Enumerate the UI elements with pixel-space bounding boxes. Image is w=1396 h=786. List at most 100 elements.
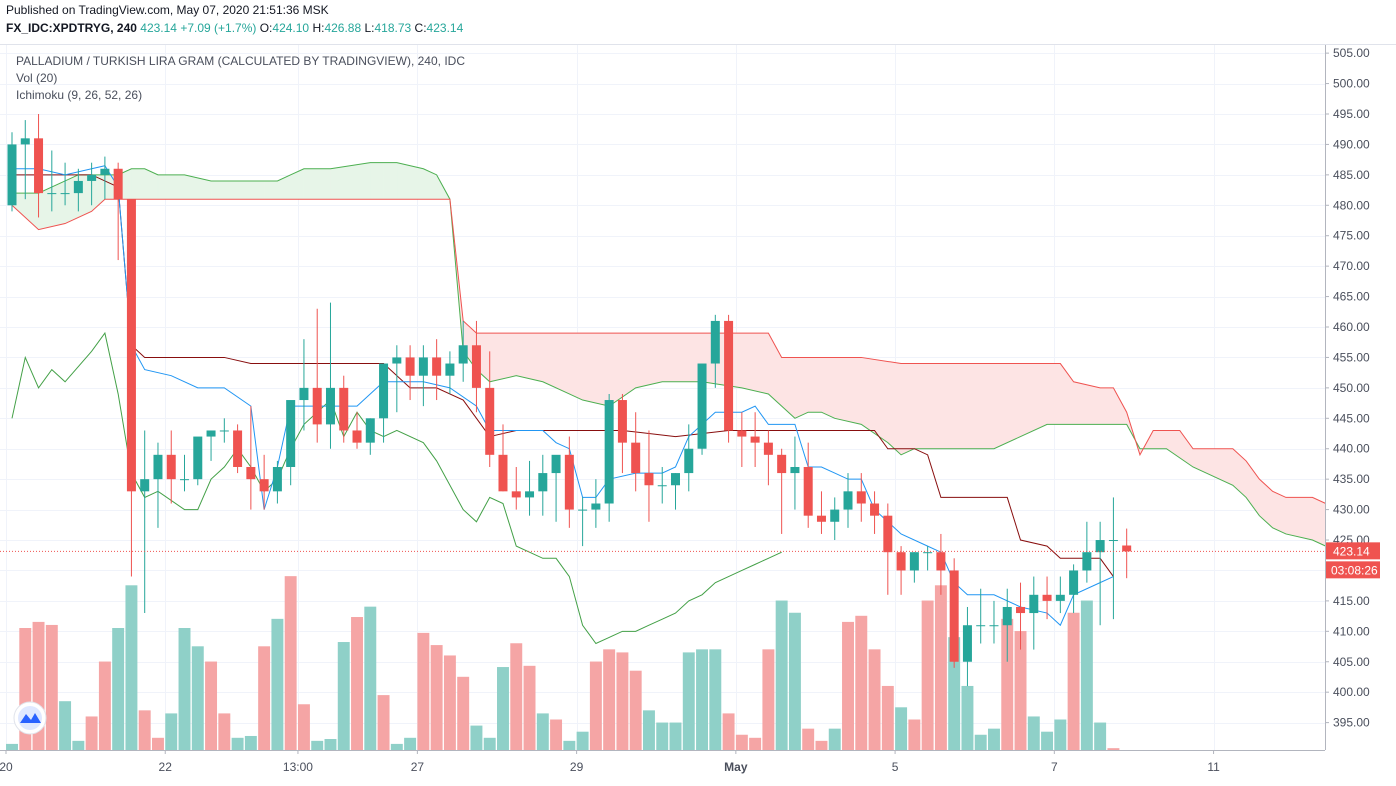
grid bbox=[0, 44, 1325, 750]
candle-body bbox=[34, 138, 44, 194]
volume-bar bbox=[961, 685, 974, 750]
open-label: O: bbox=[259, 21, 273, 35]
price-tick-label: 440.00 bbox=[1333, 442, 1370, 456]
cloud-segment bbox=[290, 168, 305, 200]
candle-body bbox=[564, 454, 574, 510]
cloud-segment bbox=[1192, 448, 1207, 474]
volume-bar bbox=[523, 665, 536, 750]
volume-bar bbox=[112, 628, 125, 750]
open-value: 424.10 bbox=[272, 21, 310, 35]
cloud-segment bbox=[1020, 363, 1048, 437]
volume-bar bbox=[775, 600, 788, 750]
cloud-segment bbox=[914, 363, 942, 449]
volume-bar bbox=[72, 740, 85, 750]
time-tick-label: 29 bbox=[570, 760, 584, 774]
volume-bar bbox=[430, 645, 443, 750]
cloud-segment bbox=[396, 162, 411, 200]
candle-body bbox=[193, 436, 203, 480]
price-tick-label: 450.00 bbox=[1333, 381, 1370, 395]
cloud-segment bbox=[131, 168, 145, 200]
volume-bar bbox=[364, 606, 377, 750]
volume-bar bbox=[324, 739, 337, 750]
price-tick-label: 490.00 bbox=[1333, 137, 1370, 151]
candle-body bbox=[339, 387, 349, 431]
candle-body bbox=[763, 442, 773, 455]
volume-bar bbox=[881, 685, 894, 750]
low-value: 418.73 bbox=[374, 21, 412, 35]
candle-body bbox=[962, 625, 972, 662]
cloud-segment bbox=[821, 357, 835, 419]
volume-bar bbox=[151, 737, 164, 750]
cloud-segment bbox=[1046, 363, 1061, 425]
candle-body bbox=[816, 515, 826, 522]
volume-bar bbox=[815, 740, 828, 750]
volume-bar bbox=[921, 600, 934, 750]
candle-body bbox=[233, 430, 243, 467]
volume-bar bbox=[828, 728, 841, 750]
candle-body bbox=[352, 430, 362, 443]
volume-bar bbox=[244, 735, 257, 750]
candle-body bbox=[445, 363, 455, 376]
volume-bar bbox=[284, 576, 297, 750]
published-caption: Published on TradingView.com, May 07, 20… bbox=[6, 3, 329, 17]
volume-bar bbox=[470, 725, 483, 750]
last-price-badge-text: 423.14 bbox=[1333, 544, 1370, 558]
candle-body bbox=[418, 357, 428, 376]
volume-bar bbox=[709, 649, 722, 750]
candle-body bbox=[896, 552, 906, 571]
candle-body bbox=[113, 168, 123, 200]
price-tick-label: 495.00 bbox=[1333, 107, 1370, 121]
candle-body bbox=[87, 174, 97, 181]
price-tick-label: 455.00 bbox=[1333, 350, 1370, 364]
price-tick-label: 400.00 bbox=[1333, 685, 1370, 699]
volume-bar bbox=[178, 628, 191, 750]
candle-body bbox=[219, 430, 229, 432]
volume-bar bbox=[788, 612, 801, 750]
volume-bar bbox=[948, 637, 961, 750]
cloud-segment bbox=[993, 363, 1021, 450]
tradingview-logo-icon[interactable] bbox=[13, 701, 47, 735]
time-tick-label: 11 bbox=[1207, 760, 1220, 774]
volume-bar bbox=[138, 710, 151, 750]
candle-body bbox=[100, 168, 110, 175]
price-tick-label: 485.00 bbox=[1333, 168, 1370, 182]
candle-body bbox=[909, 552, 919, 571]
price-tick-label: 465.00 bbox=[1333, 290, 1370, 304]
price-tick-label: 405.00 bbox=[1333, 655, 1370, 669]
cloud-segment bbox=[516, 332, 544, 383]
cloud-segment bbox=[794, 357, 809, 419]
cloud-segment bbox=[303, 168, 331, 200]
time-tick-label: 20 bbox=[0, 760, 13, 774]
volume-bar bbox=[855, 615, 868, 750]
candle-body bbox=[299, 387, 309, 401]
cloud-segment bbox=[940, 363, 995, 449]
price-axis[interactable]: 395.00400.00405.00410.00415.00420.00425.… bbox=[1325, 46, 1370, 730]
cloud-segment bbox=[542, 332, 570, 395]
candle-body bbox=[525, 491, 535, 498]
high-value: 426.88 bbox=[324, 21, 362, 35]
volume-bar bbox=[1054, 719, 1067, 750]
candle-body bbox=[60, 193, 70, 195]
volume-bar bbox=[842, 621, 854, 750]
candle-body bbox=[325, 387, 335, 425]
candle-body bbox=[259, 479, 269, 492]
countdown-badge-text: 03:08:26 bbox=[1331, 563, 1378, 577]
cloud-segment bbox=[277, 174, 291, 200]
candle-body bbox=[830, 509, 840, 522]
candle-body bbox=[949, 570, 959, 662]
cloud-segment bbox=[1113, 387, 1127, 425]
candle-body bbox=[1042, 594, 1052, 601]
time-axis[interactable]: 20 22 13:00 27 29 May 5 7 11 bbox=[0, 750, 1220, 774]
cloud-segment bbox=[383, 162, 398, 200]
volume-bar bbox=[165, 713, 178, 750]
volume-bar bbox=[656, 722, 669, 750]
volume-bars bbox=[6, 576, 1120, 750]
candle-body bbox=[1016, 606, 1026, 614]
volume-bar bbox=[231, 737, 244, 750]
cloud-segment bbox=[1272, 490, 1287, 535]
published-text: Published on TradingView.com, May 07, 20… bbox=[6, 3, 329, 17]
cloud-segment bbox=[1312, 497, 1326, 547]
volume-bar bbox=[868, 649, 881, 750]
cloud-segment bbox=[370, 162, 384, 200]
